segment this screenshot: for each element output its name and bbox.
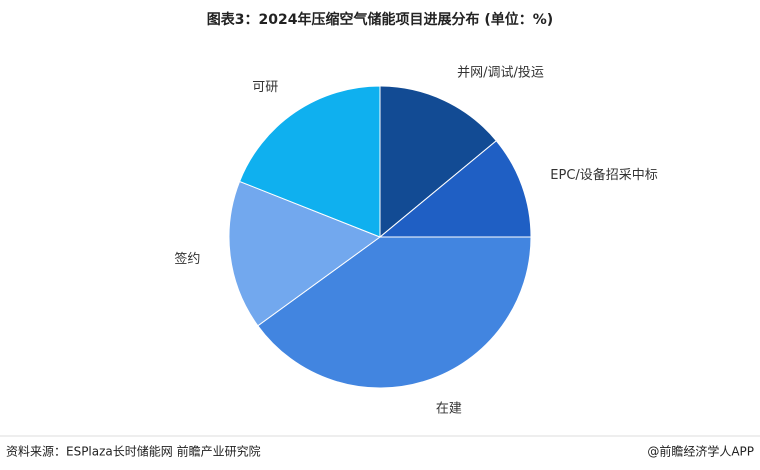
pie-slice — [228, 180, 382, 327]
slice-label: EPC/设备招采中标 — [550, 167, 658, 183]
pie-slice — [238, 85, 381, 238]
slice-label: 在建 — [436, 402, 462, 417]
source: 资料来源：ESPlaza长时储能网 前瞻产业研究院 — [6, 444, 261, 459]
credit: @前瞻经济学人APP — [647, 444, 754, 459]
pie-slice — [379, 85, 498, 239]
slice-label: 签约 — [174, 251, 200, 267]
slice-label: 可研 — [252, 80, 278, 95]
slice-label: 并网/调试/投运 — [457, 65, 544, 81]
pie-slice — [257, 236, 532, 389]
pie-slice — [378, 140, 532, 238]
chart-title: 图表3：2024年压缩空气储能项目进展分布 (单位：%) — [207, 11, 553, 28]
